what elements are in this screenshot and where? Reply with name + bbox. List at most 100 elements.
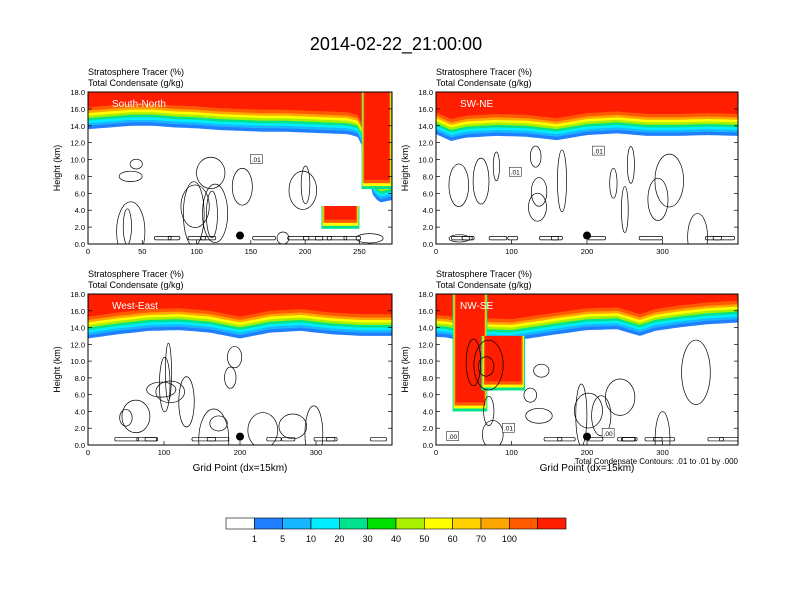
panel-label: NW-SE bbox=[460, 301, 493, 312]
contour-label-box bbox=[601, 428, 615, 438]
contour-label-box bbox=[446, 431, 459, 441]
contour-loop bbox=[129, 158, 143, 170]
y-tick-label: 8.0 bbox=[75, 374, 85, 383]
contour-loop bbox=[276, 231, 290, 244]
contour-loop bbox=[136, 437, 157, 442]
contour-loop bbox=[224, 366, 237, 389]
y-tick-label: 16.0 bbox=[418, 105, 433, 114]
y-tick-label: 18.0 bbox=[70, 88, 85, 97]
chart-panel-3: West-East Stratosphere Tracer (%)Total Co… bbox=[52, 269, 393, 474]
intrusion-1-layer-4 bbox=[364, 92, 390, 180]
colorbar-label: 40 bbox=[391, 534, 401, 544]
contour-label-box bbox=[592, 145, 605, 156]
y-tick-label: 4.0 bbox=[75, 206, 85, 215]
x-axis-label: Grid Point (dx=15km) bbox=[193, 463, 288, 474]
contour-loop bbox=[543, 437, 563, 442]
x-tick-label: 250 bbox=[353, 247, 366, 256]
colorbar-swatch bbox=[254, 517, 283, 530]
colorbar-label: 50 bbox=[419, 534, 429, 544]
y-tick-label: 2.0 bbox=[423, 223, 433, 232]
colorbar-swatch bbox=[282, 517, 312, 530]
contour-loop bbox=[507, 236, 519, 241]
x-axis-label: Grid Point (dx=15km) bbox=[540, 463, 635, 474]
contour-loop bbox=[488, 236, 508, 241]
contour-loop bbox=[326, 437, 338, 442]
contour-loop bbox=[252, 236, 276, 241]
contour-loop bbox=[626, 146, 635, 184]
colorbar-swatch bbox=[367, 517, 397, 530]
chart-panel-1: .01 South-North Stratosphere Tracer (%)Tot… bbox=[52, 67, 393, 256]
contour-loop bbox=[681, 339, 711, 405]
colorbar-swatch bbox=[452, 517, 482, 530]
contour-loop bbox=[647, 177, 669, 221]
contour-loop bbox=[343, 236, 361, 241]
contour-loop bbox=[707, 437, 724, 442]
y-tick-label: 8.0 bbox=[423, 172, 433, 181]
x-tick-label: 100 bbox=[190, 247, 203, 256]
x-tick-label: 0 bbox=[86, 448, 90, 457]
location-marker bbox=[236, 231, 244, 240]
y-tick-label: 14.0 bbox=[70, 324, 85, 333]
y-axis-label: Height (km) bbox=[400, 346, 410, 393]
tracer-field bbox=[436, 92, 738, 244]
y-tick-label: 10.0 bbox=[70, 156, 85, 165]
colorbar-label: 5 bbox=[280, 534, 285, 544]
contour-footnote: Total Condensate Contours: .01 to .01 by… bbox=[575, 457, 739, 466]
contour-loop bbox=[227, 346, 243, 369]
panel-label: South-North bbox=[112, 99, 166, 110]
contour-loop bbox=[528, 192, 547, 222]
contour-label: .01 bbox=[511, 170, 520, 177]
contour-loop bbox=[281, 437, 296, 442]
contour-loop bbox=[191, 437, 216, 442]
contour-loop bbox=[187, 236, 206, 241]
contour-loop bbox=[304, 405, 324, 445]
x-tick-label: 100 bbox=[505, 247, 518, 256]
y-tick-label: 12.0 bbox=[70, 340, 85, 349]
contour-loop bbox=[303, 236, 324, 241]
x-tick-label: 200 bbox=[581, 448, 594, 457]
contour-loop bbox=[575, 383, 588, 445]
contour-loop bbox=[118, 170, 143, 182]
contour-label-box bbox=[502, 422, 515, 433]
y-tick-label: 6.0 bbox=[423, 391, 433, 400]
contour-loop bbox=[167, 236, 181, 241]
y-tick-label: 12.0 bbox=[70, 139, 85, 148]
x-tick-label: 300 bbox=[656, 247, 669, 256]
contour-loop bbox=[278, 413, 308, 440]
panel-label: West-East bbox=[112, 301, 158, 312]
y-tick-label: 0.0 bbox=[75, 240, 85, 249]
contour-loop bbox=[472, 157, 490, 205]
figure-title: 2014-02-22_21:00:00 bbox=[310, 34, 482, 55]
contour-loop bbox=[287, 236, 310, 241]
contour-loop bbox=[533, 363, 550, 378]
contour-loop bbox=[644, 437, 663, 442]
y-tick-label: 18.0 bbox=[418, 290, 433, 299]
y-tick-label: 16.0 bbox=[70, 105, 85, 114]
contour-loop bbox=[206, 437, 229, 442]
contour-loop bbox=[154, 236, 172, 241]
y-axis-label: Height (km) bbox=[52, 346, 62, 393]
contour-loop bbox=[146, 381, 177, 398]
contour-loop bbox=[448, 234, 471, 243]
contour-label-box bbox=[250, 154, 263, 164]
contour-loop bbox=[122, 208, 132, 244]
y-tick-label: 4.0 bbox=[75, 407, 85, 416]
contour-loop bbox=[178, 376, 195, 428]
y-tick-label: 14.0 bbox=[70, 122, 85, 131]
contour-loop bbox=[687, 213, 708, 244]
y-tick-label: 12.0 bbox=[418, 340, 433, 349]
x-tick-label: 0 bbox=[86, 247, 90, 256]
plot-frame bbox=[87, 91, 393, 245]
colorbar-swatch bbox=[509, 517, 538, 530]
y-tick-label: 14.0 bbox=[418, 122, 433, 131]
location-marker bbox=[583, 231, 591, 240]
contour-loop bbox=[574, 392, 603, 429]
x-tick-label: 0 bbox=[434, 247, 438, 256]
contour-loop bbox=[609, 167, 618, 199]
y-tick-label: 12.0 bbox=[418, 139, 433, 148]
contour-label: .00 bbox=[604, 431, 613, 438]
contour-loop bbox=[478, 356, 495, 377]
y-tick-label: 2.0 bbox=[75, 223, 85, 232]
contour-loop bbox=[621, 186, 629, 234]
